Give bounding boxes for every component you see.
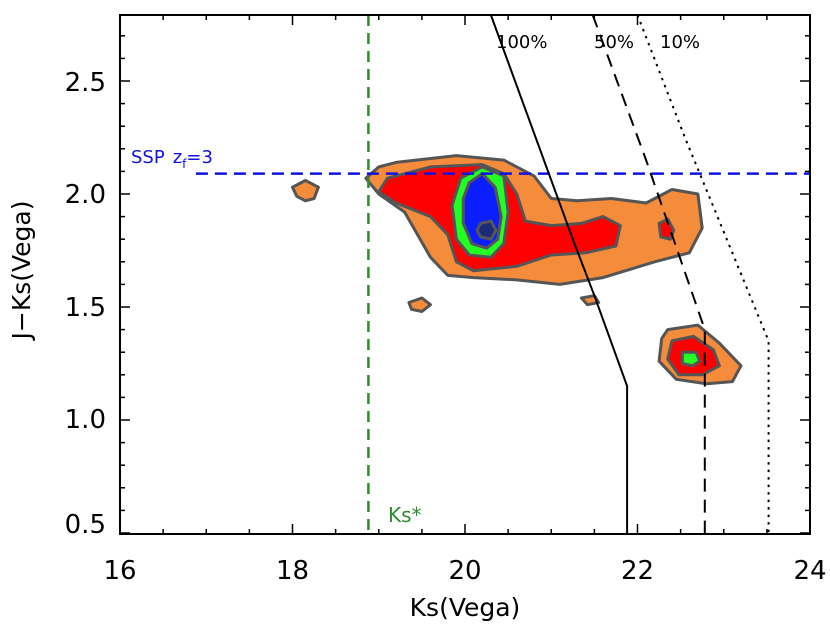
completeness-line-100-percent xyxy=(489,14,629,534)
x-tick-label: 24 xyxy=(793,556,826,586)
y-tick-labels: 0.5 1.0 1.5 2.0 2.5 xyxy=(65,68,106,540)
completeness-line-10-percent xyxy=(636,14,770,534)
ssp-label-eq: =3 xyxy=(186,147,213,168)
lines-layer xyxy=(195,14,810,534)
x-tick-labels: 16 18 20 22 24 xyxy=(103,556,826,586)
x-tick-label: 16 xyxy=(103,556,136,586)
contour-orange xyxy=(407,296,432,313)
contour-navy xyxy=(475,219,498,241)
y-tick-label: 1.0 xyxy=(65,405,106,435)
y-tick-label: 2.0 xyxy=(65,180,106,210)
label-100-percent: 100% xyxy=(496,32,547,53)
label-50-percent: 50% xyxy=(594,32,634,53)
ticks-layer xyxy=(119,15,811,534)
ks-star-label: Ks* xyxy=(388,503,422,527)
x-tick-label: 22 xyxy=(621,556,654,586)
x-tick-label: 20 xyxy=(448,556,481,586)
x-tick-label: 18 xyxy=(276,556,309,586)
ssp-label-sub: f xyxy=(182,157,187,171)
contour-layer xyxy=(291,154,743,386)
contour-orange xyxy=(291,178,320,203)
y-tick-label: 0.5 xyxy=(65,510,106,540)
y-tick-label: 2.5 xyxy=(65,68,106,98)
y-tick-label: 1.5 xyxy=(65,293,106,323)
label-10-percent: 10% xyxy=(660,32,700,53)
ssp-label: SSP zf=3 xyxy=(131,147,213,171)
x-axis-title: Ks(Vega) xyxy=(410,593,521,622)
ssp-label-main: SSP xyxy=(131,147,165,168)
contour-green xyxy=(680,350,702,368)
ssp-label-z: z xyxy=(173,147,182,168)
y-axis-title: J−Ks(Vega) xyxy=(7,201,36,342)
